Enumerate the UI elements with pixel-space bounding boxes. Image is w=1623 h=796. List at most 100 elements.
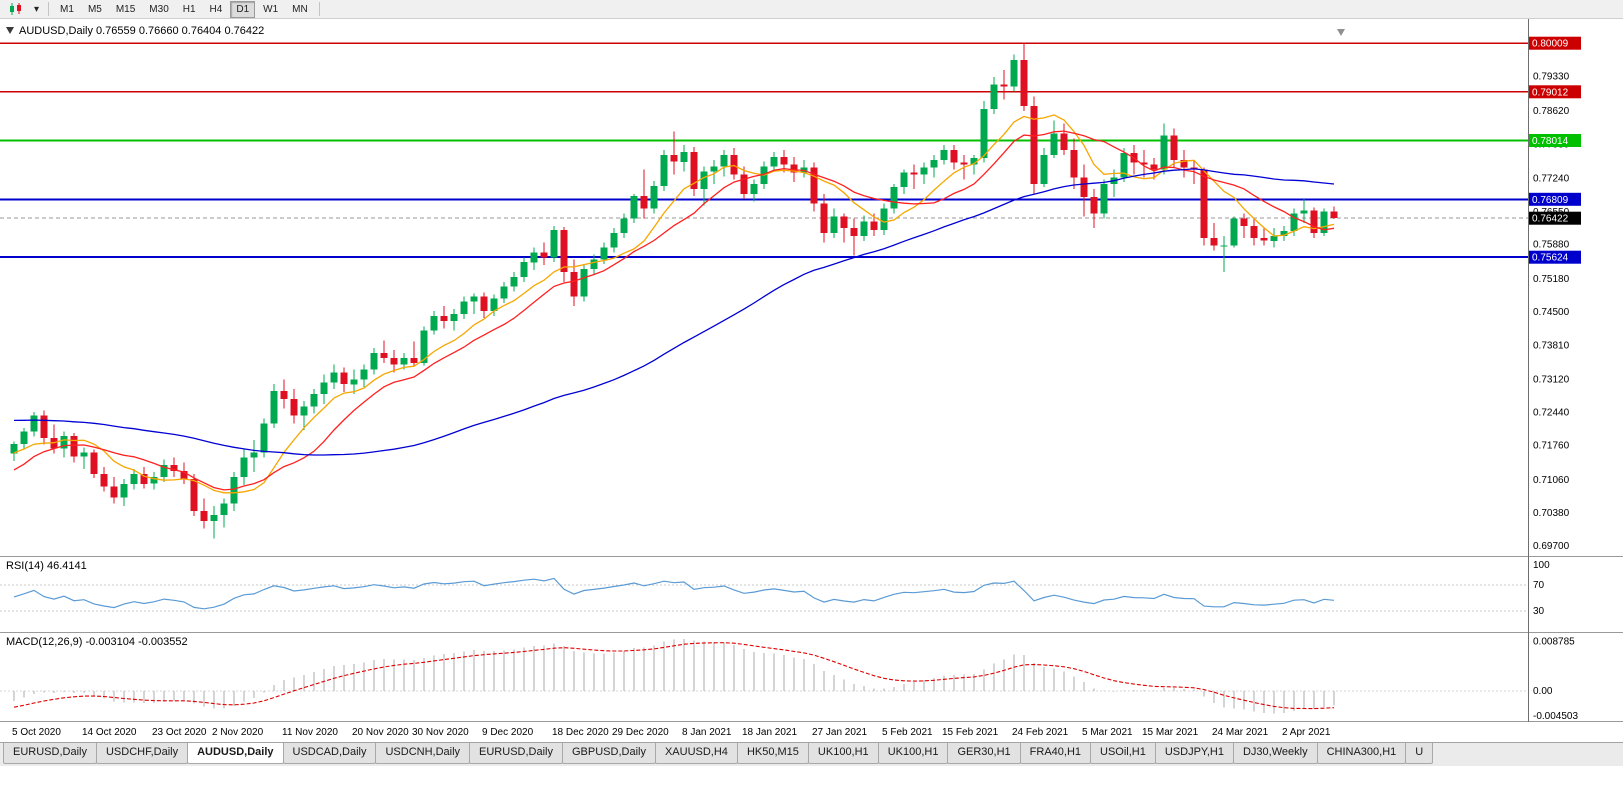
- svg-text:0.75880: 0.75880: [1533, 240, 1570, 251]
- svg-text:27 Jan 2021: 27 Jan 2021: [812, 727, 867, 738]
- svg-text:0.73810: 0.73810: [1533, 341, 1570, 352]
- svg-text:0.72440: 0.72440: [1533, 408, 1570, 419]
- timeframe-button-w1[interactable]: W1: [263, 3, 279, 15]
- svg-text:0.78620: 0.78620: [1533, 106, 1570, 117]
- svg-text:2 Apr 2021: 2 Apr 2021: [1282, 727, 1331, 738]
- status-bar: [0, 766, 1623, 796]
- svg-text:0.70380: 0.70380: [1533, 508, 1570, 519]
- svg-text:18 Dec 2020: 18 Dec 2020: [552, 727, 609, 738]
- svg-text:0.77240: 0.77240: [1533, 173, 1570, 184]
- rsi-line: [13, 577, 1335, 610]
- chart-tab-ger30-h1[interactable]: GER30,H1: [947, 743, 1021, 764]
- chart-tab-audusd-daily[interactable]: AUDUSD,Daily: [187, 743, 284, 764]
- svg-text:24 Feb 2021: 24 Feb 2021: [1012, 727, 1069, 738]
- svg-text:23 Oct 2020: 23 Oct 2020: [152, 727, 207, 738]
- svg-text:20 Nov 2020: 20 Nov 2020: [352, 727, 409, 738]
- timeframe-button-d1[interactable]: D1: [230, 0, 256, 18]
- price-axis-labels: 0.793300.786200.779300.772400.765500.758…: [1533, 71, 1570, 552]
- svg-text:30 Nov 2020: 30 Nov 2020: [412, 727, 469, 738]
- svg-text:0.73120: 0.73120: [1533, 374, 1570, 385]
- macd-signal-line: [13, 642, 1335, 710]
- svg-text:14 Oct 2020: 14 Oct 2020: [82, 727, 137, 738]
- svg-text:0.76422: 0.76422: [1532, 214, 1569, 225]
- chart-canvas[interactable]: 0.793300.786200.779300.772400.765500.758…: [0, 19, 1623, 742]
- pane-separators: [0, 19, 1623, 722]
- svg-text:0.69700: 0.69700: [1533, 541, 1570, 552]
- chart-tab-eurusd-daily[interactable]: EURUSD,Daily: [469, 743, 563, 764]
- chart-tab-fra40-h1[interactable]: FRA40,H1: [1019, 743, 1092, 764]
- timeframe-button-m1[interactable]: M1: [60, 3, 74, 15]
- chart-tab-bar: EURUSD,Daily USDCHF,Daily AUDUSD,Daily USDC…: [0, 742, 1623, 766]
- svg-text:70: 70: [1533, 580, 1545, 591]
- chart-tab-usoil-h1[interactable]: USOil,H1: [1090, 743, 1156, 764]
- rsi-header: RSI(14) 46.4141: [6, 560, 87, 572]
- chart-tab-eurusd-daily[interactable]: EURUSD,Daily: [3, 743, 97, 764]
- svg-text:-0.004503: -0.004503: [1533, 711, 1578, 722]
- svg-text:15 Mar 2021: 15 Mar 2021: [1142, 727, 1199, 738]
- symbol-icon: [6, 27, 14, 34]
- chart-tab-usdcnh-daily[interactable]: USDCNH,Daily: [375, 743, 471, 764]
- horizontal-lines[interactable]: [0, 42, 1528, 259]
- chart-header-quote: AUDUSD,Daily 0.76559 0.76660 0.76404 0.7…: [19, 25, 264, 37]
- chart-tab-china300-h1[interactable]: CHINA300,H1: [1316, 743, 1407, 764]
- rsi-axis-labels: 100 70 30: [1533, 560, 1550, 617]
- svg-text:2 Nov 2020: 2 Nov 2020: [212, 727, 264, 738]
- svg-text:0.80009: 0.80009: [1532, 39, 1569, 50]
- macd-header: MACD(12,26,9) -0.003104 -0.003552: [6, 636, 188, 648]
- timeframe-toolbar: ▾ M1 M5 M15 M30 H1 H4 D1 W1 MN: [0, 0, 1623, 19]
- svg-text:18 Jan 2021: 18 Jan 2021: [742, 727, 797, 738]
- chart-tab-usdchf-daily[interactable]: USDCHF,Daily: [95, 743, 189, 764]
- svg-text:11 Nov 2020: 11 Nov 2020: [282, 727, 338, 738]
- svg-text:0.79012: 0.79012: [1532, 87, 1569, 98]
- chart-tab-uk100-h1[interactable]: UK100,H1: [807, 743, 879, 764]
- chart-type-dropdown[interactable]: ▾: [30, 1, 43, 18]
- chart-tab-usdjpy-h1[interactable]: USDJPY,H1: [1154, 743, 1234, 764]
- svg-text:0.008785: 0.008785: [1533, 636, 1575, 647]
- svg-text:100: 100: [1533, 560, 1550, 571]
- macd-histogram: [13, 639, 1335, 714]
- candles-layer: [10, 43, 1338, 539]
- ma-lines: [13, 114, 1335, 494]
- timeframe-button-h4[interactable]: H4: [209, 3, 223, 15]
- timeframe-button-h1[interactable]: H1: [182, 3, 196, 15]
- chart-tab-usdcad-daily[interactable]: USDCAD,Daily: [282, 743, 377, 764]
- rsi-level-lines: [0, 584, 1528, 612]
- svg-text:0.79330: 0.79330: [1533, 71, 1570, 82]
- date-axis-labels: 5 Oct 2020 14 Oct 2020 23 Oct 2020 2 Nov 20…: [12, 727, 1331, 738]
- svg-text:15 Feb 2021: 15 Feb 2021: [942, 727, 999, 738]
- chart-shift-marker-icon[interactable]: [1337, 29, 1345, 36]
- svg-text:5 Oct 2020: 5 Oct 2020: [12, 727, 61, 738]
- svg-text:0.71060: 0.71060: [1533, 475, 1570, 486]
- chevron-down-icon: ▾: [34, 3, 40, 15]
- timeframe-button-m30[interactable]: M30: [149, 3, 169, 15]
- svg-text:8 Jan 2021: 8 Jan 2021: [682, 727, 732, 738]
- chart-area[interactable]: 0.793300.786200.779300.772400.765500.758…: [0, 19, 1623, 742]
- chart-type-button[interactable]: [4, 1, 28, 18]
- svg-text:30: 30: [1533, 606, 1545, 617]
- timeframe-buttons: M1 M5 M15 M30 H1 H4 D1 W1 MN: [53, 0, 315, 18]
- chart-tab-uk100-h1[interactable]: UK100,H1: [877, 743, 949, 764]
- svg-text:5 Mar 2021: 5 Mar 2021: [1082, 727, 1133, 738]
- svg-text:29 Dec 2020: 29 Dec 2020: [612, 727, 669, 738]
- timeframe-button-m5[interactable]: M5: [87, 3, 102, 15]
- svg-text:0.78014: 0.78014: [1532, 136, 1569, 147]
- svg-text:9 Dec 2020: 9 Dec 2020: [482, 727, 534, 738]
- chart-tab-xauusd-h4[interactable]: XAUUSD,H4: [654, 743, 738, 764]
- svg-text:0.75624: 0.75624: [1532, 253, 1569, 264]
- svg-text:5 Feb 2021: 5 Feb 2021: [882, 727, 933, 738]
- chart-tab-u[interactable]: U: [1405, 743, 1434, 764]
- chart-tab-gbpusd-daily[interactable]: GBPUSD,Daily: [562, 743, 656, 764]
- chart-tab-hk50-m15[interactable]: HK50,M15: [736, 743, 809, 764]
- svg-text:0.76809: 0.76809: [1532, 195, 1569, 206]
- toolbar-separator: [48, 2, 50, 16]
- toolbar-separator: [318, 2, 320, 16]
- candlestick-chart-icon: [10, 3, 21, 15]
- timeframe-button-m15[interactable]: M15: [115, 3, 136, 15]
- timeframe-button-mn[interactable]: MN: [292, 3, 308, 15]
- macd-axis-labels: 0.008785 0.00 -0.004503: [1533, 636, 1578, 722]
- svg-text:0.00: 0.00: [1533, 686, 1553, 697]
- chart-tab-dj30-weekly[interactable]: DJ30,Weekly: [1232, 743, 1318, 764]
- price-axis-boxes: 0.80009 0.79012 0.78014 0.76809 0.75624 0.764…: [1529, 36, 1581, 264]
- svg-text:24 Mar 2021: 24 Mar 2021: [1212, 727, 1269, 738]
